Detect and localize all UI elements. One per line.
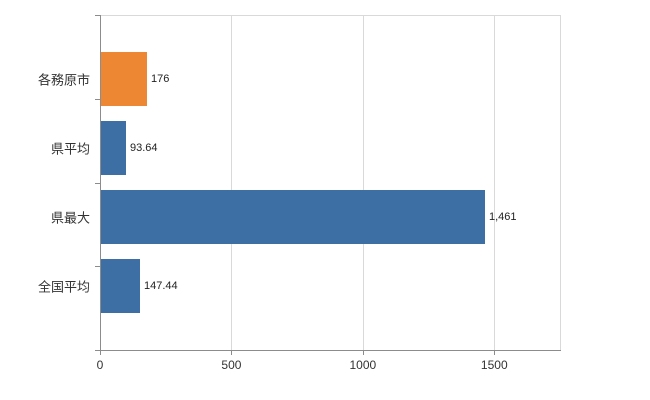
x-tick-label: 500 — [221, 358, 242, 372]
gridline — [231, 15, 233, 350]
bar-value-label: 147.44 — [144, 279, 178, 292]
bar — [101, 189, 485, 244]
category-label: 各務原市 — [37, 72, 90, 88]
x-tick-label: 1500 — [480, 358, 508, 372]
x-axis-line — [100, 350, 561, 351]
bar-value-label: 176 — [151, 73, 170, 86]
x-tick-mark — [494, 350, 496, 355]
y-tick-mark — [95, 182, 100, 184]
gridline — [494, 15, 496, 350]
x-tick-mark — [231, 350, 233, 355]
x-tick-mark — [100, 350, 101, 355]
bar — [101, 52, 147, 107]
y-tick-mark — [95, 350, 100, 351]
bar — [101, 258, 140, 313]
bar — [101, 121, 126, 176]
x-tick-label: 0 — [96, 358, 104, 372]
category-label: 県平均 — [50, 141, 90, 157]
y-tick-mark — [95, 15, 100, 16]
gridline — [362, 15, 364, 350]
y-tick-mark — [95, 98, 100, 100]
category-label: 県最大 — [50, 210, 90, 226]
bar-value-label: 1,461 — [489, 210, 517, 223]
plot-border-top — [100, 15, 560, 16]
plot-border-right — [560, 15, 561, 350]
x-tick-mark — [362, 350, 364, 355]
y-axis-line — [100, 15, 101, 351]
y-tick-mark — [95, 266, 100, 268]
x-tick-label: 1000 — [349, 358, 377, 372]
category-label: 全国平均 — [37, 279, 90, 295]
bar-value-label: 93.64 — [130, 142, 158, 155]
